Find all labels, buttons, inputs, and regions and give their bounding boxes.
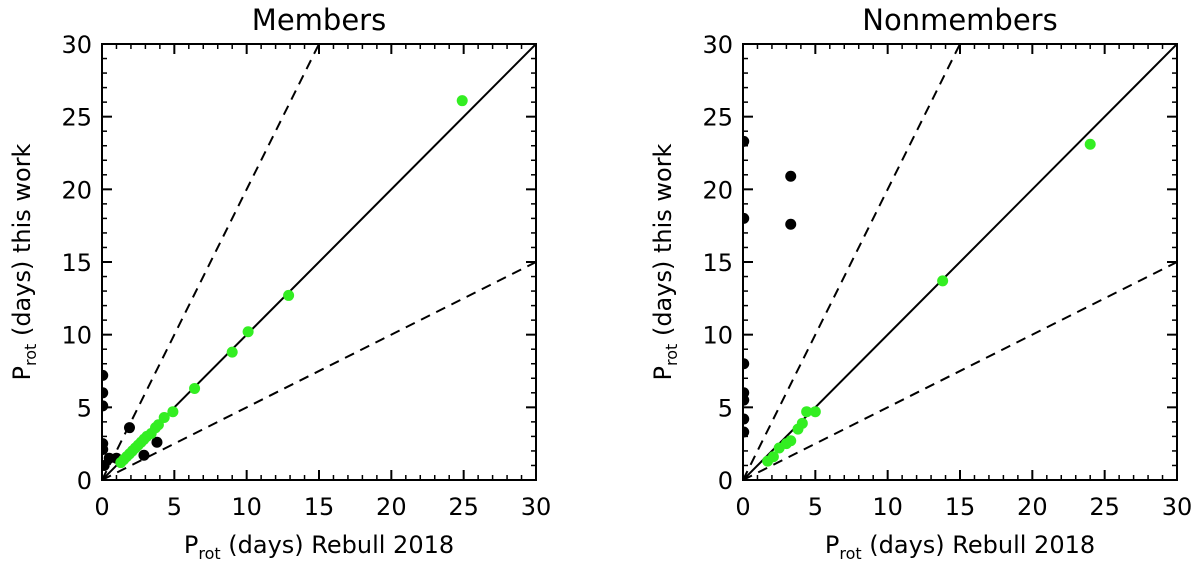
nonmembers-x-label-rest: (days) Rebull 2018 xyxy=(862,531,1095,559)
nonmembers-x-axis-label: Prot (days) Rebull 2018 xyxy=(825,531,1095,563)
members-y-tick-label: 15 xyxy=(61,249,92,277)
members-consistent-point-19 xyxy=(456,95,468,107)
nonmembers-y-label-main: P xyxy=(649,366,677,380)
members-consistent-point-18 xyxy=(283,289,295,301)
nonmembers-discrepant-point-7 xyxy=(785,170,797,182)
nonmembers-y-axis-label: Prot (days) this work xyxy=(649,143,681,380)
members-x-tick-label: 30 xyxy=(521,493,552,521)
members-x-axis-label: Prot (days) Rebull 2018 xyxy=(184,531,454,563)
members-discrepant-point-8 xyxy=(123,422,135,434)
nonmembers-discrepant-point-6 xyxy=(743,426,750,438)
nonmembers-consistent-point-9 xyxy=(937,275,949,287)
nonmembers-consistent-point-4 xyxy=(785,435,797,447)
nonmembers-x-tick-label: 5 xyxy=(808,493,823,521)
nonmembers-consistent-point-8 xyxy=(809,406,821,418)
nonmembers-x-tick-label: 15 xyxy=(945,493,976,521)
nonmembers-title: Nonmembers xyxy=(862,3,1057,37)
nonmembers-y-label-sub: rot xyxy=(662,344,681,366)
members-consistent-point-16 xyxy=(226,346,238,358)
members-y-tick-label: 25 xyxy=(61,104,92,132)
nonmembers-y-label-rest: (days) this work xyxy=(649,143,677,343)
nonmembers-x-tick-label: 0 xyxy=(735,493,750,521)
members-x-tick-label: 0 xyxy=(94,493,109,521)
nonmembers-discrepant-point-4 xyxy=(743,394,750,406)
members-discrepant-point-4 xyxy=(102,443,109,455)
members-x-tick-label: 25 xyxy=(448,493,479,521)
nonmembers-line-y-2x xyxy=(743,44,961,480)
nonmembers-consistent-point-6 xyxy=(796,417,808,429)
members-y-tick-label: 10 xyxy=(61,322,92,350)
members-consistent-point-17 xyxy=(242,326,254,338)
nonmembers-y-tick-label: 20 xyxy=(702,176,733,204)
nonmembers-points xyxy=(743,135,1096,467)
members-title: Members xyxy=(252,3,386,37)
nonmembers-consistent-point-1 xyxy=(767,451,779,463)
members-panel: Members 0 5 10 15 20 25 30 0 5 10 15 20 25 30 Prot (d… xyxy=(8,3,551,563)
nonmembers-panel: Nonmembers 0 5 10 15 20 25 30 0 5 10 15 20 25 30 Prot… xyxy=(649,3,1192,563)
nonmembers-discrepant-point-0 xyxy=(743,135,750,147)
members-y-axis-label: Prot (days) this work xyxy=(8,143,40,380)
members-discrepant-point-2 xyxy=(102,400,109,412)
members-line-y-x-2 xyxy=(102,261,536,480)
nonmembers-y-tick-label: 0 xyxy=(718,467,733,495)
members-line-y-2x xyxy=(102,44,320,480)
nonmembers-x-label-sub: rot xyxy=(839,544,861,563)
nonmembers-x-tick-label: 10 xyxy=(872,493,903,521)
members-x-label-main: P xyxy=(184,531,198,559)
members-x-tick-label: 20 xyxy=(376,493,407,521)
members-discrepant-point-9 xyxy=(138,449,150,461)
nonmembers-y-tick-label: 30 xyxy=(702,31,733,59)
members-ticks: 0 5 10 15 20 25 30 0 5 10 15 20 25 30 xyxy=(61,31,551,521)
members-x-tick-label: 15 xyxy=(304,493,335,521)
nonmembers-discrepant-point-8 xyxy=(785,218,797,230)
nonmembers-y-tick-label: 25 xyxy=(702,104,733,132)
nonmembers-x-tick-label: 20 xyxy=(1017,493,1048,521)
members-x-label-sub: rot xyxy=(198,544,220,563)
nonmembers-y-tick-label: 10 xyxy=(702,322,733,350)
nonmembers-ticks: 0 5 10 15 20 25 30 0 5 10 15 20 25 30 xyxy=(702,31,1192,521)
members-y-label-rest: (days) this work xyxy=(8,143,36,343)
nonmembers-consistent-point-7 xyxy=(801,406,813,418)
members-y-tick-label: 20 xyxy=(61,176,92,204)
nonmembers-x-tick-label: 30 xyxy=(1162,493,1193,521)
nonmembers-consistent-point-10 xyxy=(1084,138,1096,150)
members-y-label-main: P xyxy=(8,366,36,380)
members-x-tick-label: 5 xyxy=(167,493,182,521)
members-consistent-point-14 xyxy=(167,406,179,418)
nonmembers-line-y-x-2 xyxy=(743,261,1177,480)
nonmembers-y-tick-label: 15 xyxy=(702,249,733,277)
members-discrepant-point-10 xyxy=(151,436,163,448)
members-consistent-point-13 xyxy=(158,412,170,424)
members-y-tick-label: 30 xyxy=(61,31,92,59)
nonmembers-x-tick-label: 25 xyxy=(1089,493,1120,521)
nonmembers-y-tick-label: 5 xyxy=(718,394,733,422)
members-y-label-sub: rot xyxy=(21,344,40,366)
members-y-tick-label: 5 xyxy=(77,394,92,422)
members-y-tick-label: 0 xyxy=(77,467,92,495)
members-consistent-point-15 xyxy=(189,382,201,394)
members-points xyxy=(102,95,468,471)
members-x-label-rest: (days) Rebull 2018 xyxy=(221,531,454,559)
nonmembers-x-label-main: P xyxy=(825,531,839,559)
members-x-tick-label: 10 xyxy=(231,493,262,521)
